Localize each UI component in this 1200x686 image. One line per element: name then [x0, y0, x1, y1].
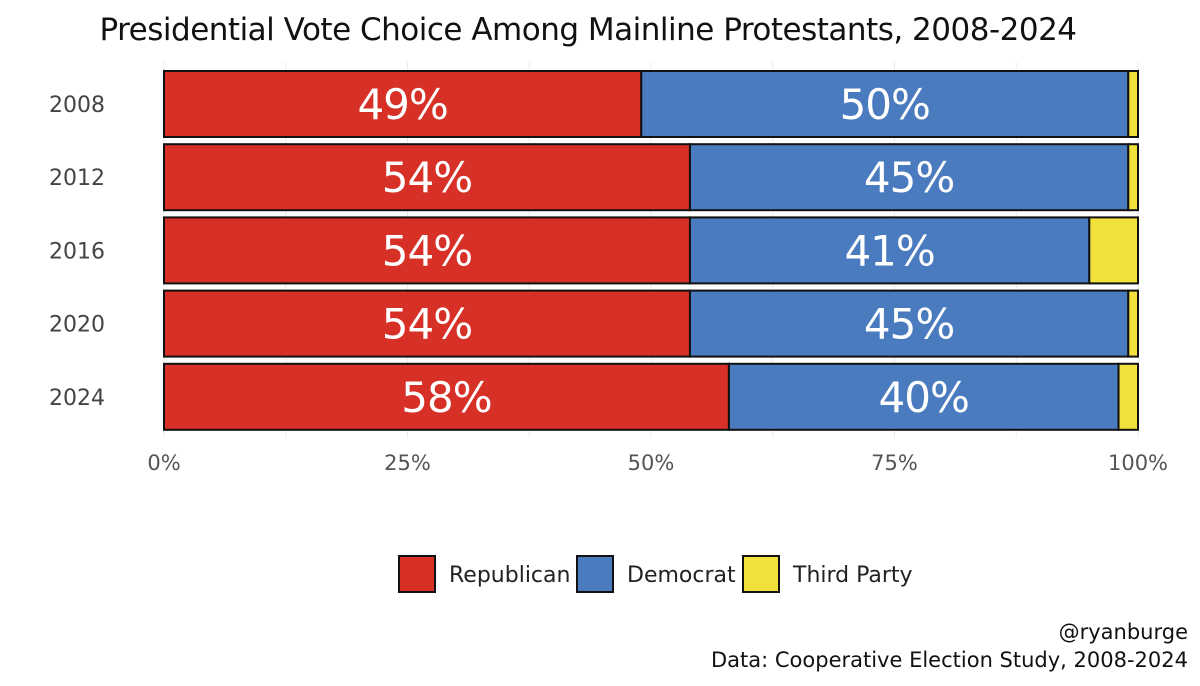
x-tick-label: 25%: [384, 451, 431, 475]
bar-democrat-2016: [688, 216, 1091, 285]
legend-swatch-democrat: [576, 555, 614, 593]
y-axis-labels: 2008 2012 2016 2020 2024: [49, 93, 105, 411]
bar-republican-2024: [163, 362, 730, 431]
data-label-democrat-2008: 50%: [840, 80, 930, 129]
y-tick-label: 2012: [49, 166, 105, 191]
data-label-republican-2008: 49%: [357, 80, 447, 129]
x-tick-label: 100%: [1108, 451, 1168, 475]
credit-handle: @ryanburge: [1059, 620, 1188, 644]
y-tick-label: 2024: [49, 386, 105, 411]
y-tick-label: 2016: [49, 239, 105, 264]
data-label-democrat-2016: 41%: [844, 226, 934, 275]
bar-democrat-2020: [688, 289, 1130, 358]
x-axis-ticks: 0% 25% 50% 75% 100%: [147, 451, 1168, 475]
legend-label-democrat: Democrat: [627, 563, 736, 588]
y-tick-label: 2008: [49, 93, 105, 118]
data-source: Data: Cooperative Election Study, 2008-2…: [711, 648, 1188, 672]
bar-republican-2016: [163, 216, 691, 285]
bar-republican-2012: [163, 143, 691, 212]
legend-label-republican: Republican: [449, 563, 570, 588]
bar-democrat-2024: [727, 362, 1120, 431]
data-label-republican-2024: 58%: [401, 373, 491, 422]
legend: Republican Democrat Third Party: [398, 555, 913, 593]
x-tick-label: 75%: [871, 451, 918, 475]
data-label-republican-2020: 54%: [382, 300, 472, 349]
bar-third-party-2016: [1088, 216, 1140, 285]
x-tick-label: 0%: [147, 451, 180, 475]
bar-democrat-2012: [688, 143, 1130, 212]
bar-third-party-2024: [1117, 362, 1140, 431]
data-label-republican-2012: 54%: [382, 153, 472, 202]
bar-third-party-2020: [1127, 289, 1140, 358]
bar-democrat-2008: [640, 70, 1130, 138]
data-label-democrat-2020: 45%: [864, 300, 954, 349]
bar-third-party-2008: [1127, 70, 1140, 138]
legend-swatch-republican: [398, 555, 436, 593]
bars: [163, 70, 1140, 431]
legend-swatch-third-party: [742, 555, 780, 593]
data-label-democrat-2024: 40%: [879, 373, 969, 422]
data-label-republican-2016: 54%: [382, 226, 472, 275]
bar-republican-2020: [163, 289, 691, 358]
x-tick-label: 50%: [628, 451, 675, 475]
chart-title: Presidential Vote Choice Among Mainline …: [99, 12, 1076, 48]
bar-third-party-2012: [1127, 143, 1140, 212]
y-tick-label: 2020: [49, 313, 105, 338]
data-label-democrat-2012: 45%: [864, 153, 954, 202]
legend-label-third-party: Third Party: [792, 563, 913, 588]
segment-labels: 49% 50% 54% 45% 54% 41% 54% 45% 58% 40%: [357, 80, 969, 422]
